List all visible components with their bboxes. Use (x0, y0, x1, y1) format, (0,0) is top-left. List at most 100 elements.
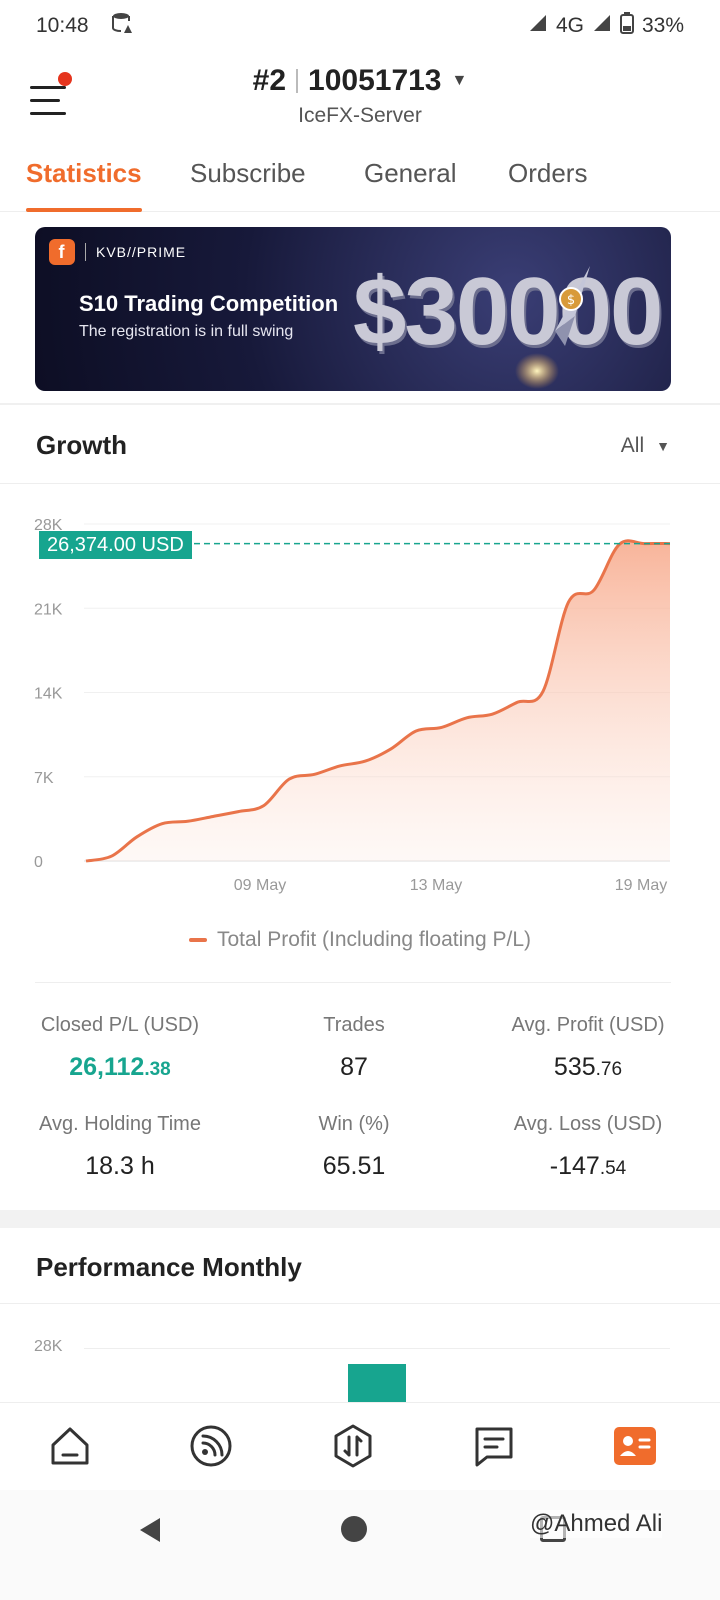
x-tick-label: 09 May (234, 877, 286, 894)
signal-icon-2 (592, 13, 612, 39)
brand-logo-icon: f (49, 239, 75, 265)
home-icon (51, 1427, 89, 1465)
period-label: All (620, 434, 645, 457)
legend-label: Total Profit (Including floating P/L) (217, 928, 531, 951)
app-header: #2 10051713 ▼ IceFX-Server (0, 58, 720, 138)
series-line (85, 539, 671, 863)
stat-value-dec: .38 (144, 1059, 171, 1080)
growth-chart-svg: 28K 21K 14K 7K 0 09 May 13 May 19 May (34, 517, 671, 894)
logo-divider (85, 243, 86, 261)
nav-profile[interactable] (612, 1423, 658, 1469)
tab-subscribe[interactable]: Subscribe (190, 158, 306, 188)
tab-statistics[interactable]: Statistics (26, 158, 142, 212)
stat-closed-pl: Closed P/L (USD) 26,112.38 (0, 1014, 240, 1082)
tab-orders[interactable]: Orders (508, 158, 588, 188)
y-tick-label: 28K (34, 1338, 63, 1355)
chart-legend: Total Profit (Including floating P/L) (0, 928, 720, 952)
separator (296, 69, 299, 93)
tab-general[interactable]: General (364, 158, 457, 188)
stat-value-dec: .54 (599, 1158, 627, 1179)
stat-value-int: 535 (553, 1053, 596, 1081)
growth-chart[interactable]: 28K 21K 14K 7K 0 09 May 13 May 19 May (0, 500, 720, 910)
account-selector[interactable]: #2 10051713 ▼ IceFX-Server (0, 64, 720, 128)
signal-icon (528, 13, 548, 39)
promo-banner[interactable]: f KVB//PRIME S10 Trading Competition The… (35, 227, 671, 391)
home-button[interactable] (341, 1516, 367, 1542)
back-button[interactable] (136, 1516, 164, 1549)
stat-value: -147.54 (468, 1152, 708, 1181)
stat-value: 535.76 (468, 1053, 708, 1082)
divider (35, 982, 671, 983)
performance-chart[interactable]: 28K (0, 1318, 720, 1402)
stat-value: 18.3 h (85, 1152, 155, 1180)
stat-label: Avg. Holding Time (39, 1113, 201, 1135)
menu-icon-bar (30, 99, 60, 102)
nav-signals[interactable] (188, 1423, 234, 1469)
sim-alert-icon (109, 11, 133, 41)
account-number: 10051713 (308, 64, 442, 97)
performance-bar[interactable] (348, 1364, 406, 1402)
svg-text:$: $ (567, 293, 575, 308)
gridline (84, 1348, 670, 1349)
y-tick-label: 14K (34, 686, 63, 703)
section-gap (0, 1210, 720, 1228)
stat-value-dec: .76 (595, 1059, 623, 1080)
stat-trades: Trades 87 (234, 1014, 474, 1082)
stat-win: Win (%) 65.51 (234, 1113, 474, 1181)
stat-value-int: -147 (549, 1152, 600, 1180)
performance-title: Performance Monthly (36, 1252, 302, 1282)
status-bar: 10:48 4G 33% (0, 0, 720, 52)
message-icon (475, 1427, 513, 1467)
stat-label: Trades (323, 1014, 385, 1036)
profile-card-icon (614, 1427, 656, 1465)
caret-down-icon: ▼ (656, 438, 670, 454)
stat-avg-holding: Avg. Holding Time 18.3 h (0, 1113, 240, 1181)
nav-messages[interactable] (471, 1423, 517, 1469)
caret-down-icon: ▼ (451, 72, 468, 89)
tab-bar: Statistics Subscribe General Orders (0, 150, 720, 212)
menu-button[interactable] (28, 72, 76, 120)
stat-label: Avg. Loss (USD) (513, 1113, 663, 1135)
status-time: 10:48 (36, 14, 89, 37)
performance-section-header: Performance Monthly (0, 1228, 720, 1304)
section-divider (0, 403, 720, 405)
stat-avg-profit: Avg. Profit (USD) 535.76 (468, 1014, 708, 1082)
stat-value-int: 26,112 (69, 1053, 145, 1081)
x-tick-label: 13 May (410, 877, 462, 894)
banner-logo: f KVB//PRIME (49, 239, 186, 265)
stat-value: 26,112.38 (0, 1053, 240, 1082)
nav-home[interactable] (47, 1423, 93, 1469)
period-selector[interactable]: All ▼ (621, 434, 670, 458)
area-fill (86, 540, 670, 861)
stat-label: Avg. Profit (USD) (511, 1014, 665, 1036)
banner-amount: $30000 (353, 258, 663, 365)
stat-label: Win (%) (318, 1113, 390, 1135)
trade-icon (334, 1424, 372, 1468)
server-name: IceFX-Server (298, 104, 422, 127)
watermark: @Ahmed Ali (530, 1510, 663, 1538)
signal-feed-icon (190, 1425, 232, 1467)
menu-icon-bar (30, 112, 66, 115)
y-tick-label: 7K (34, 770, 54, 787)
battery-percent: 33% (641, 14, 684, 37)
growth-section-header: Growth All ▼ (0, 404, 720, 484)
stat-value: 65.51 (322, 1152, 386, 1180)
y-tick-label: 0 (34, 854, 43, 871)
menu-icon (30, 86, 66, 89)
banner-title: S10 Trading Competition (79, 291, 339, 316)
x-tick-label: 19 May (615, 877, 667, 894)
bottom-nav (0, 1402, 720, 1490)
brand-name: KVB//PRIME (96, 244, 187, 260)
network-label: 4G (555, 14, 584, 37)
growth-title: Growth (36, 430, 127, 460)
system-nav-bar: @Ahmed Ali (0, 1490, 720, 1600)
rocket-icon: $ (515, 266, 590, 389)
stat-avg-loss: Avg. Loss (USD) -147.54 (468, 1113, 708, 1181)
account-rank: #2 (252, 64, 287, 97)
banner-subtitle: The registration is in full swing (79, 323, 294, 340)
back-icon (140, 1518, 160, 1542)
nav-trade[interactable] (330, 1423, 376, 1469)
y-tick-label: 28K (34, 517, 63, 534)
y-tick-label: 21K (34, 601, 63, 618)
current-value-tag: 26,374.00 USD (39, 531, 192, 559)
